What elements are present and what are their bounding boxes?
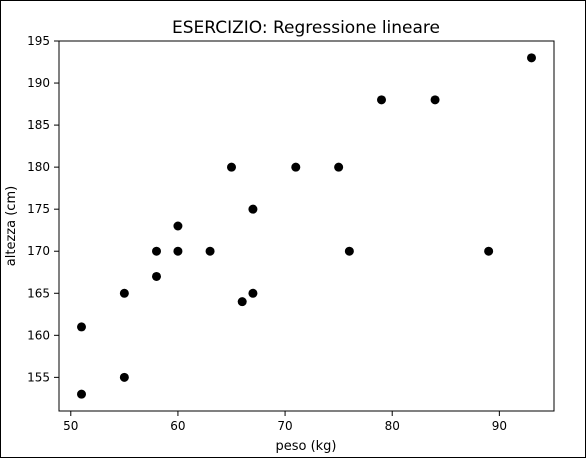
data-point	[334, 162, 344, 172]
x-tick-label: 60	[170, 419, 185, 433]
y-tick-label: 185	[27, 118, 50, 132]
data-point	[291, 162, 301, 172]
y-tick-label: 165	[27, 286, 50, 300]
data-point	[430, 95, 440, 105]
data-point	[173, 221, 183, 231]
y-axis-label: altezza (cm)	[4, 186, 19, 266]
data-point	[248, 204, 258, 214]
data-point	[173, 246, 183, 256]
data-point	[527, 53, 536, 63]
x-tick-label: 80	[385, 419, 400, 433]
y-tick-label: 155	[27, 370, 50, 384]
x-tick-label: 90	[492, 419, 507, 433]
data-points	[77, 53, 536, 399]
data-point	[377, 95, 386, 105]
data-point	[152, 246, 161, 256]
y-tick-label: 175	[27, 202, 50, 216]
plot-area	[58, 40, 555, 412]
x-axis-label: peso (kg)	[275, 439, 336, 454]
data-point	[484, 246, 494, 256]
data-point	[152, 271, 161, 281]
data-point	[205, 246, 215, 256]
axis-ticks: 50 60 70 80 90 155 160 165 170 175 180 185 190 195	[27, 34, 507, 433]
x-tick-label: 70	[277, 419, 292, 433]
chart-title: ESERCIZIO: Regressione lineare	[172, 18, 440, 38]
data-point	[77, 322, 86, 332]
y-tick-label: 180	[27, 160, 50, 174]
y-tick-label: 160	[27, 328, 50, 342]
x-tick-label: 50	[63, 419, 78, 433]
data-point	[119, 288, 129, 298]
data-point	[237, 297, 247, 307]
data-point	[119, 372, 129, 382]
data-point	[344, 246, 354, 256]
y-tick-label: 170	[27, 244, 50, 258]
y-tick-label: 195	[27, 34, 50, 48]
y-tick-label: 190	[27, 76, 50, 90]
data-point	[77, 389, 86, 399]
data-point	[248, 288, 258, 298]
data-point	[227, 162, 236, 172]
